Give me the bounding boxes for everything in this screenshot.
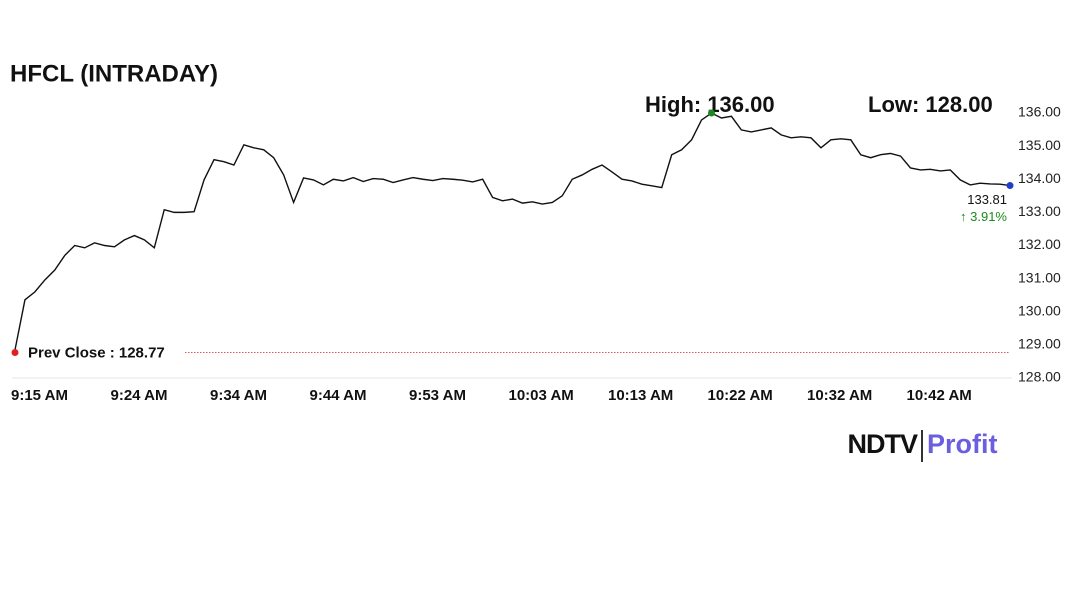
y-tick-label: 135.00 [1018,137,1061,153]
x-tick-label: 10:03 AM [509,387,574,404]
y-tick-label: 134.00 [1018,170,1061,186]
x-tick-label: 10:22 AM [708,387,773,404]
y-tick-label: 136.00 [1018,104,1061,120]
last-label: 133.81 [967,192,1007,207]
y-tick-label: 133.00 [1018,203,1061,219]
y-tick-label: 131.00 [1018,269,1061,285]
y-tick-label: 132.00 [1018,236,1061,252]
y-tick-label: 128.00 [1018,369,1061,385]
x-tick-label: 9:34 AM [210,387,267,404]
x-tick-label: 10:32 AM [807,387,872,404]
x-tick-label: 9:24 AM [111,387,168,404]
y-tick-label: 129.00 [1018,336,1061,352]
chart-title: HFCL (INTRADAY) [10,60,218,87]
price-line [14,112,1011,350]
x-tick-label: 9:15 AM [11,387,68,404]
last-dot [1006,182,1014,190]
x-tick-label: 10:13 AM [608,387,673,404]
x-tick-label: 9:53 AM [409,387,466,404]
logo-ndtv: NDTV [848,429,918,459]
high-dot [708,109,715,117]
change-label: ↑ 3.91% [960,209,1007,224]
prev-close-label: Prev Close : 128.77 [28,344,165,361]
low-label: Low: 128.00 [868,92,993,117]
x-tick-label: 9:44 AM [310,387,367,404]
logo-profit: Profit [927,429,998,459]
prev-close-dot [11,348,19,356]
x-tick-label: 10:42 AM [907,387,972,404]
y-tick-label: 130.00 [1018,302,1061,318]
